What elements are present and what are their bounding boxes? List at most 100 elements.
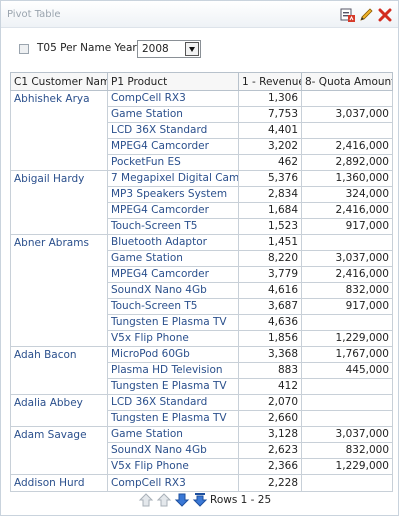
- revenue-cell: 4,401: [238, 122, 302, 139]
- pivot-table: C1 Customer Name P1 Product 1 - Revenue …: [10, 72, 393, 492]
- last-page-icon[interactable]: [192, 492, 208, 508]
- table-row: Tungsten E Plasma TV 2,660: [11, 410, 393, 427]
- product-cell[interactable]: Tungsten E Plasma TV: [107, 410, 239, 427]
- revenue-cell: 2,660: [238, 410, 302, 427]
- table-row: Abhishek Arya CompCell RX3 1,306: [10, 90, 393, 171]
- revenue-cell: 1,451: [238, 234, 302, 251]
- product-cell[interactable]: CompCell RX3: [107, 90, 239, 107]
- quota-amount-cell: 1,229,000: [301, 330, 393, 347]
- table-row: Plasma HD Television 883 445,000: [11, 362, 393, 379]
- prompt-checkbox[interactable]: [19, 44, 29, 54]
- product-cell[interactable]: LCD 36X Standard: [107, 122, 239, 139]
- quota-amount-cell: 3,037,000: [301, 250, 393, 267]
- customer-name-cell[interactable]: Abhishek Arya: [10, 90, 108, 171]
- revenue-cell: 4,616: [238, 282, 302, 299]
- close-icon[interactable]: [377, 7, 393, 23]
- header-customer-name[interactable]: C1 Customer Name: [10, 72, 108, 91]
- quota-amount-cell: 1,767,000: [301, 346, 393, 363]
- table-row: Addison Hurd CompCell RX3 2,228: [10, 474, 393, 492]
- rows-range-label: Rows 1 - 25: [210, 494, 272, 506]
- table-row: SoundX Nano 4Gb 2,623 832,000: [11, 442, 393, 459]
- product-cell[interactable]: Game Station: [107, 426, 239, 443]
- table-row: Tungsten E Plasma TV 4,636: [11, 314, 393, 331]
- revenue-cell: 1,684: [238, 202, 302, 219]
- quota-amount-cell: [301, 474, 393, 492]
- quota-amount-cell: 2,416,000: [301, 202, 393, 219]
- print-icon[interactable]: [340, 7, 356, 23]
- revenue-cell: 3,128: [238, 426, 302, 443]
- product-cell[interactable]: Tungsten E Plasma TV: [107, 314, 239, 331]
- product-cell[interactable]: SoundX Nano 4Gb: [107, 442, 239, 459]
- table-row: Tungsten E Plasma TV 412: [11, 378, 393, 395]
- product-cell[interactable]: Plasma HD Television: [107, 362, 239, 379]
- next-page-icon[interactable]: [174, 492, 190, 508]
- product-cell[interactable]: Touch-Screen T5: [107, 298, 239, 315]
- product-cell[interactable]: Game Station: [107, 250, 239, 267]
- product-cell[interactable]: V5x Flip Phone: [107, 458, 239, 475]
- table-row: Adam Savage Game Station 3,128 3,037,000: [10, 426, 393, 475]
- product-cell[interactable]: MicroPod 60Gb: [107, 346, 239, 363]
- revenue-cell: 2,834: [238, 186, 302, 203]
- revenue-cell: 4,636: [238, 314, 302, 331]
- product-cell[interactable]: Touch-Screen T5: [107, 218, 239, 235]
- chevron-down-icon[interactable]: [185, 42, 199, 56]
- first-page-icon[interactable]: [138, 492, 154, 508]
- edit-pencil-icon[interactable]: [358, 7, 374, 23]
- pivot-table-body: Abhishek Arya CompCell RX3 1,306 Game Stati…: [10, 90, 393, 492]
- customer-name-cell[interactable]: Adalia Abbey: [10, 394, 108, 427]
- revenue-cell: 7,753: [238, 106, 302, 123]
- customer-name-cell[interactable]: Addison Hurd: [10, 474, 108, 492]
- revenue-cell: 1,306: [238, 90, 302, 107]
- product-cell[interactable]: Tungsten E Plasma TV: [107, 378, 239, 395]
- customer-name-cell[interactable]: Abigail Hardy: [10, 170, 108, 235]
- table-row: V5x Flip Phone 1,856 1,229,000: [11, 330, 393, 347]
- table-row: Abigail Hardy 7 Megapixel Digital Camer 5,…: [10, 170, 393, 235]
- product-cell[interactable]: Game Station: [107, 106, 239, 123]
- revenue-cell: 8,220: [238, 250, 302, 267]
- table-row: MP3 Speakers System 2,834 324,000: [11, 186, 393, 203]
- quota-amount-cell: 445,000: [301, 362, 393, 379]
- year-select-value: 2008: [142, 43, 169, 55]
- revenue-cell: 2,228: [238, 474, 302, 492]
- product-cell[interactable]: MP3 Speakers System: [107, 186, 239, 203]
- product-cell[interactable]: V5x Flip Phone: [107, 330, 239, 347]
- revenue-cell: 2,623: [238, 442, 302, 459]
- product-cell[interactable]: MPEG4 Camcorder: [107, 202, 239, 219]
- previous-page-icon[interactable]: [156, 492, 172, 508]
- product-cell[interactable]: MPEG4 Camcorder: [107, 266, 239, 283]
- revenue-cell: 1,856: [238, 330, 302, 347]
- revenue-cell: 2,366: [238, 458, 302, 475]
- product-cell[interactable]: SoundX Nano 4Gb: [107, 282, 239, 299]
- table-row: Game Station 7,753 3,037,000: [11, 106, 393, 123]
- quota-amount-cell: 832,000: [301, 442, 393, 459]
- quota-amount-cell: 1,229,000: [301, 458, 393, 475]
- product-cell[interactable]: MPEG4 Camcorder: [107, 138, 239, 155]
- quota-amount-cell: [301, 410, 393, 427]
- customer-name-cell[interactable]: Adah Bacon: [10, 346, 108, 395]
- table-row: Adalia Abbey LCD 36X Standard 2,070: [10, 394, 393, 427]
- revenue-cell: 3,779: [238, 266, 302, 283]
- quota-amount-cell: 324,000: [301, 186, 393, 203]
- product-cell[interactable]: 7 Megapixel Digital Camer: [107, 170, 239, 187]
- product-cell[interactable]: LCD 36X Standard: [107, 394, 239, 411]
- header-product[interactable]: P1 Product: [107, 72, 239, 91]
- quota-amount-cell: [301, 90, 393, 107]
- year-select[interactable]: 2008: [137, 40, 201, 58]
- revenue-cell: 2,070: [238, 394, 302, 411]
- customer-name-cell[interactable]: Adam Savage: [10, 426, 108, 475]
- revenue-cell: 3,202: [238, 138, 302, 155]
- quota-amount-cell: 2,416,000: [301, 138, 393, 155]
- header-revenue[interactable]: 1 - Revenue: [238, 72, 302, 91]
- product-cell[interactable]: Bluetooth Adaptor: [107, 234, 239, 251]
- quota-amount-cell: 2,892,000: [301, 154, 393, 171]
- product-cell[interactable]: CompCell RX3: [107, 474, 239, 492]
- quota-amount-cell: [301, 394, 393, 411]
- table-row: PocketFun ES 462 2,892,000: [11, 154, 393, 171]
- quota-amount-cell: 832,000: [301, 282, 393, 299]
- customer-name-cell[interactable]: Abner Abrams: [10, 234, 108, 347]
- header-quota-amount[interactable]: 8- Quota Amount: [301, 72, 393, 91]
- product-cell[interactable]: PocketFun ES: [107, 154, 239, 171]
- table-row: Touch-Screen T5 3,687 917,000: [11, 298, 393, 315]
- quota-amount-cell: [301, 122, 393, 139]
